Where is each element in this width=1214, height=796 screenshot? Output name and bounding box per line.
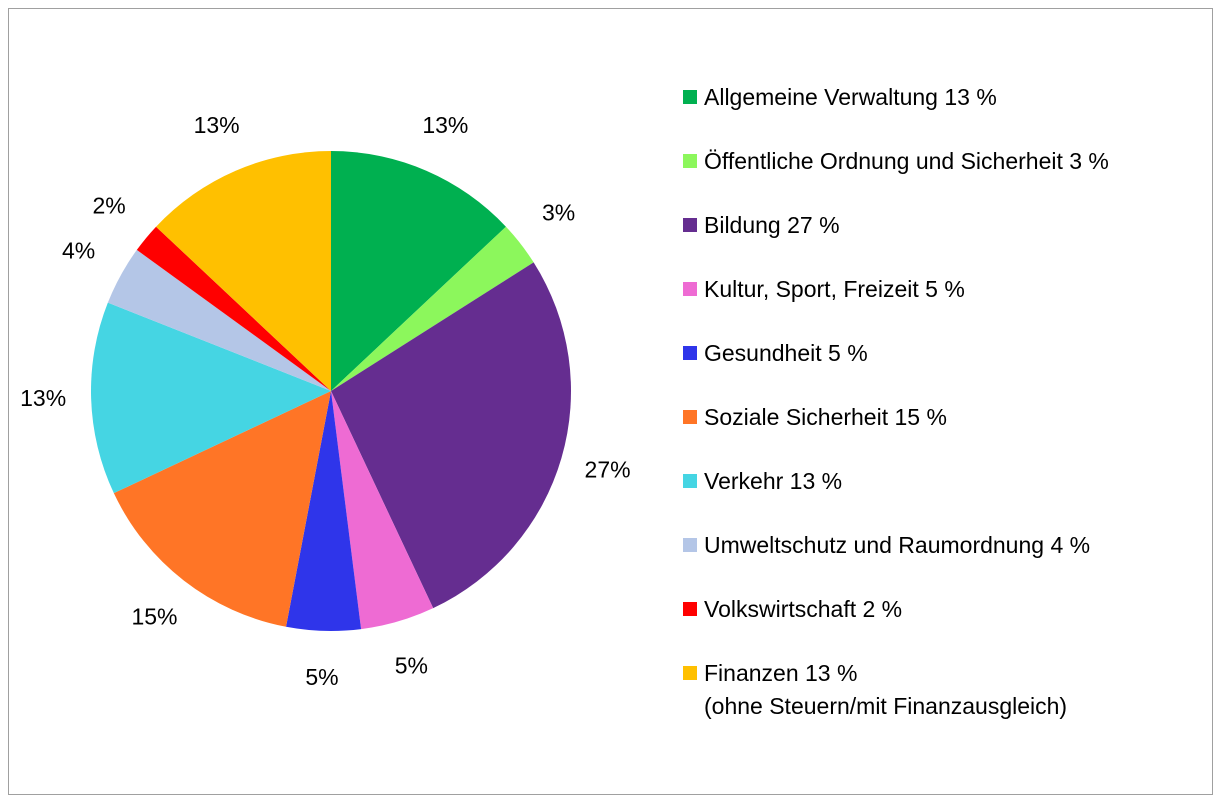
frame <box>8 8 1213 795</box>
legend-swatch <box>683 154 697 168</box>
legend-swatch <box>683 474 697 488</box>
legend-swatch <box>683 538 697 552</box>
legend-swatch <box>683 666 697 680</box>
legend-label: Umweltschutz und Raumordnung 4 % <box>704 531 1091 558</box>
data-label: 2% <box>92 193 125 219</box>
pie-slice <box>136 226 331 391</box>
data-label: 15% <box>131 604 177 630</box>
pie-slice <box>156 151 331 391</box>
legend-label: Öffentliche Ordnung und Sicherheit 3 % <box>704 147 1109 174</box>
legend-label: Verkehr 13 % <box>704 467 843 494</box>
pie-slice <box>107 249 332 391</box>
legend-label: Volkswirtschaft 2 % <box>704 595 903 622</box>
data-label: 27% <box>585 456 631 482</box>
legend-swatch <box>683 218 697 232</box>
pie-slice <box>286 391 362 632</box>
pie-slice <box>331 391 434 630</box>
data-label: 3% <box>542 200 575 226</box>
legend-swatch <box>683 90 697 104</box>
data-label: 5% <box>305 664 338 690</box>
legend-label: Bildung 27 % <box>704 211 840 238</box>
legend-label: Soziale Sicherheit 15 % <box>704 403 947 430</box>
pie-slice <box>331 151 506 391</box>
legend-swatch <box>683 346 697 360</box>
data-label: 13% <box>20 385 66 411</box>
data-label: 13% <box>194 112 240 138</box>
data-label: 5% <box>395 653 428 679</box>
pie-slice <box>331 262 571 609</box>
legend-label: Finanzen 13 % (ohne Steuern/mit Finanzau… <box>704 659 1068 719</box>
data-label: 4% <box>62 237 95 263</box>
legend-swatch <box>683 410 697 424</box>
legend-label: Gesundheit 5 % <box>704 339 868 366</box>
legend-label: Kultur, Sport, Freizeit 5 % <box>704 275 965 302</box>
pie-slice <box>90 302 331 494</box>
legend-swatch <box>683 282 697 296</box>
pie-slice <box>331 226 534 391</box>
data-label: 13% <box>422 112 468 138</box>
pie-slice <box>113 391 331 627</box>
legend-swatch <box>683 602 697 616</box>
legend-label: Allgemeine Verwaltung 13 % <box>704 83 997 110</box>
